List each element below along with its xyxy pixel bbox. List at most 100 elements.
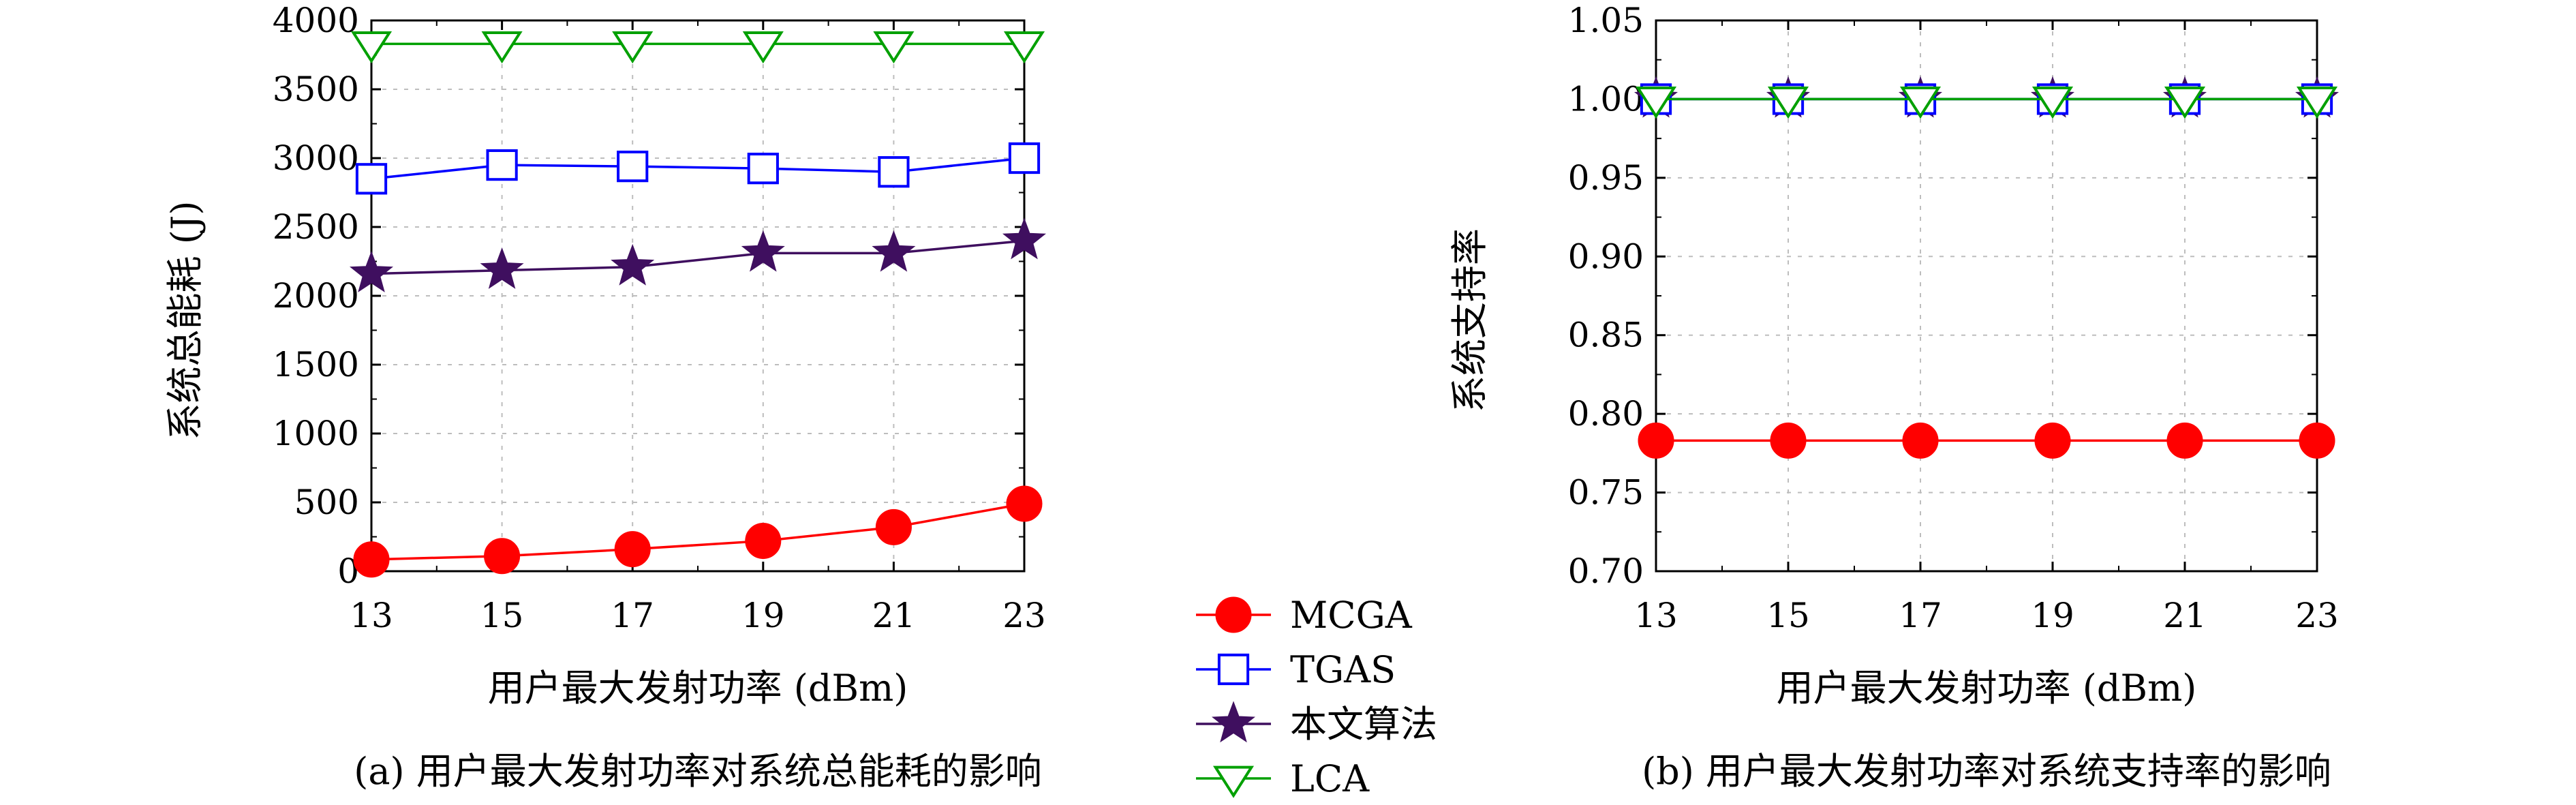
panel-a-x-axis: 13 15 17 19 21 23 bbox=[350, 20, 1046, 635]
panel-a-point-open-triangle-down bbox=[1003, 31, 1045, 64]
panel-a-point-filled-circle bbox=[614, 531, 651, 568]
panel-a-y-tick-label: 3500 bbox=[273, 70, 359, 109]
panel-b-y-tick-label: 0.90 bbox=[1568, 237, 1644, 276]
panel-a-point-open-triangle-down bbox=[481, 31, 523, 64]
legend-entry-3: LCA bbox=[1196, 757, 1370, 800]
panel-a-point-open-square bbox=[1008, 142, 1041, 174]
legend: MCGA TGAS 本文算法 LCA bbox=[1196, 594, 1437, 800]
panel-a-point-open-square bbox=[878, 156, 910, 188]
panel-a-point-filled-circle bbox=[745, 523, 782, 560]
panel-b-plot-frame bbox=[1655, 19, 2318, 573]
panel-b-y-tick-label: 0.80 bbox=[1568, 394, 1644, 434]
panel-b-x-axis-label: 用户最大发射功率 (dBm) bbox=[1777, 667, 2197, 710]
panel-a-series-2 bbox=[349, 217, 1047, 292]
panel-a-point-open-square bbox=[355, 163, 388, 195]
panel-b-x-tick-label: 19 bbox=[2031, 596, 2074, 635]
panel-a-point-filled-circle bbox=[875, 508, 912, 545]
panel-b-series-2 bbox=[1634, 76, 2340, 118]
panel-b-point-filled-circle bbox=[2034, 422, 2071, 459]
panel-a-y-tick-label: 2500 bbox=[273, 207, 359, 247]
panel-a-series-0 bbox=[353, 485, 1043, 578]
panel-b-caption: (b) 用户最大发射功率对系统支持率的影响 bbox=[1642, 750, 2331, 793]
panel-a-series-line bbox=[371, 239, 1025, 275]
panel-a-point-filled-star bbox=[1002, 217, 1047, 260]
panel-a-point-filled-star bbox=[741, 230, 785, 272]
panel-a-x-tick-label: 15 bbox=[480, 596, 524, 635]
panel-a-point-filled-star bbox=[872, 230, 916, 272]
panel-b-point-open-triangle-down bbox=[2164, 87, 2206, 119]
panel-b-series-0 bbox=[1638, 422, 2335, 459]
panel-b-y-axis-label: 系统支持率 bbox=[1448, 228, 1491, 412]
panel-b-y-axis: 0.70 0.75 0.80 0.85 0.90 0.95 1.00 1.05 bbox=[1568, 1, 2317, 591]
panel-a-x-tick-label: 17 bbox=[611, 596, 654, 635]
panel-b-point-filled-circle bbox=[1638, 422, 1674, 459]
panel-a-series bbox=[349, 31, 1047, 578]
panel-a-y-tick-label: 3000 bbox=[273, 138, 359, 178]
panel-b-y-tick-label: 1.05 bbox=[1568, 1, 1644, 40]
panel-b-x-tick-label: 21 bbox=[2163, 596, 2207, 635]
panel-b-point-filled-circle bbox=[1770, 422, 1807, 459]
panel-b-x-axis: 13 15 17 19 21 23 bbox=[1634, 20, 2339, 635]
panel-a-point-open-square bbox=[747, 153, 779, 185]
legend-marker bbox=[1215, 596, 1252, 633]
panel-b-point-open-triangle-down bbox=[2296, 87, 2338, 119]
panel-a-point-open-triangle-down bbox=[742, 31, 784, 64]
legend-label: 本文算法 bbox=[1290, 703, 1437, 746]
panel-a-y-tick-label: 1000 bbox=[273, 414, 359, 453]
legend-label: LCA bbox=[1290, 757, 1370, 800]
panel-b-series-3 bbox=[1635, 87, 2338, 119]
legend-marker bbox=[1211, 701, 1256, 743]
panel-a-point-filled-circle bbox=[484, 538, 521, 575]
panel-a-point-filled-star bbox=[480, 247, 524, 289]
panel-b-x-tick-label: 15 bbox=[1766, 596, 1810, 635]
panel-b-support-rate-chart: 0.700.750.800.850.900.951.001.05 13 15 17 1… bbox=[1448, 1, 2340, 793]
panel-a-y-tick-label: 500 bbox=[294, 483, 359, 522]
panel-a-point-filled-circle bbox=[353, 541, 390, 578]
panel-b-y-tick-label: 0.95 bbox=[1568, 158, 1644, 198]
panel-b-point-filled-circle bbox=[1902, 422, 1939, 459]
panel-a-series-1 bbox=[355, 142, 1041, 195]
panel-a-point-open-triangle-down bbox=[873, 31, 915, 64]
panel-b-point-open-triangle-down bbox=[1635, 87, 1677, 119]
panel-b-y-tick-label: 0.75 bbox=[1568, 473, 1644, 513]
panel-b-y-tick-label: 1.00 bbox=[1568, 79, 1644, 119]
panel-b-x-tick-label: 13 bbox=[1634, 596, 1678, 635]
panel-a-caption: (a) 用户最大发射功率对系统总能耗的影响 bbox=[354, 750, 1042, 793]
panel-b-grid bbox=[1656, 20, 2317, 571]
legend-marker bbox=[1212, 765, 1255, 798]
panel-b-point-open-triangle-down bbox=[1899, 87, 1942, 119]
panel-b-y-tick-label: 0.85 bbox=[1568, 316, 1644, 355]
panel-a-x-tick-label: 19 bbox=[741, 596, 785, 635]
panel-a-point-open-square bbox=[486, 149, 518, 181]
panel-a-y-tick-label: 4000 bbox=[273, 1, 359, 40]
panel-a-x-tick-label: 21 bbox=[872, 596, 916, 635]
panel-a-x-axis-label: 用户最大发射功率 (dBm) bbox=[488, 667, 908, 710]
legend-marker bbox=[1217, 653, 1250, 686]
panel-a-y-tick-label: 1500 bbox=[273, 345, 359, 384]
panel-a-y-tick-label: 2000 bbox=[273, 276, 359, 316]
panel-b-point-open-triangle-down bbox=[1767, 87, 1809, 119]
panel-a-point-filled-circle bbox=[1006, 485, 1043, 522]
legend-entry-1: TGAS bbox=[1196, 648, 1396, 691]
panel-a-grid bbox=[371, 20, 1024, 571]
legend-entry-0: MCGA bbox=[1196, 594, 1413, 637]
panel-a-series-3 bbox=[350, 31, 1045, 64]
panel-b-point-filled-circle bbox=[2166, 422, 2203, 459]
panel-a-point-open-triangle-down bbox=[350, 31, 393, 64]
panel-b-y-tick-label: 0.70 bbox=[1568, 551, 1644, 591]
panel-a-x-tick-label: 13 bbox=[350, 596, 393, 635]
panel-a-y-axis-label: 系统总能耗 (J) bbox=[164, 201, 206, 440]
panel-a-point-open-triangle-down bbox=[612, 31, 654, 64]
panel-b-point-open-triangle-down bbox=[2031, 87, 2074, 119]
panel-b-series bbox=[1634, 76, 2340, 459]
legend-entry-2: 本文算法 bbox=[1196, 701, 1437, 746]
panel-b-point-filled-circle bbox=[2299, 422, 2335, 459]
panel-a-x-tick-label: 23 bbox=[1002, 596, 1046, 635]
legend-label: TGAS bbox=[1290, 648, 1396, 691]
panel-a-series-line bbox=[371, 157, 1025, 181]
panel-a-point-open-square bbox=[617, 151, 649, 183]
panel-a-point-filled-star bbox=[349, 251, 394, 292]
panel-b-x-tick-label: 23 bbox=[2295, 596, 2339, 635]
